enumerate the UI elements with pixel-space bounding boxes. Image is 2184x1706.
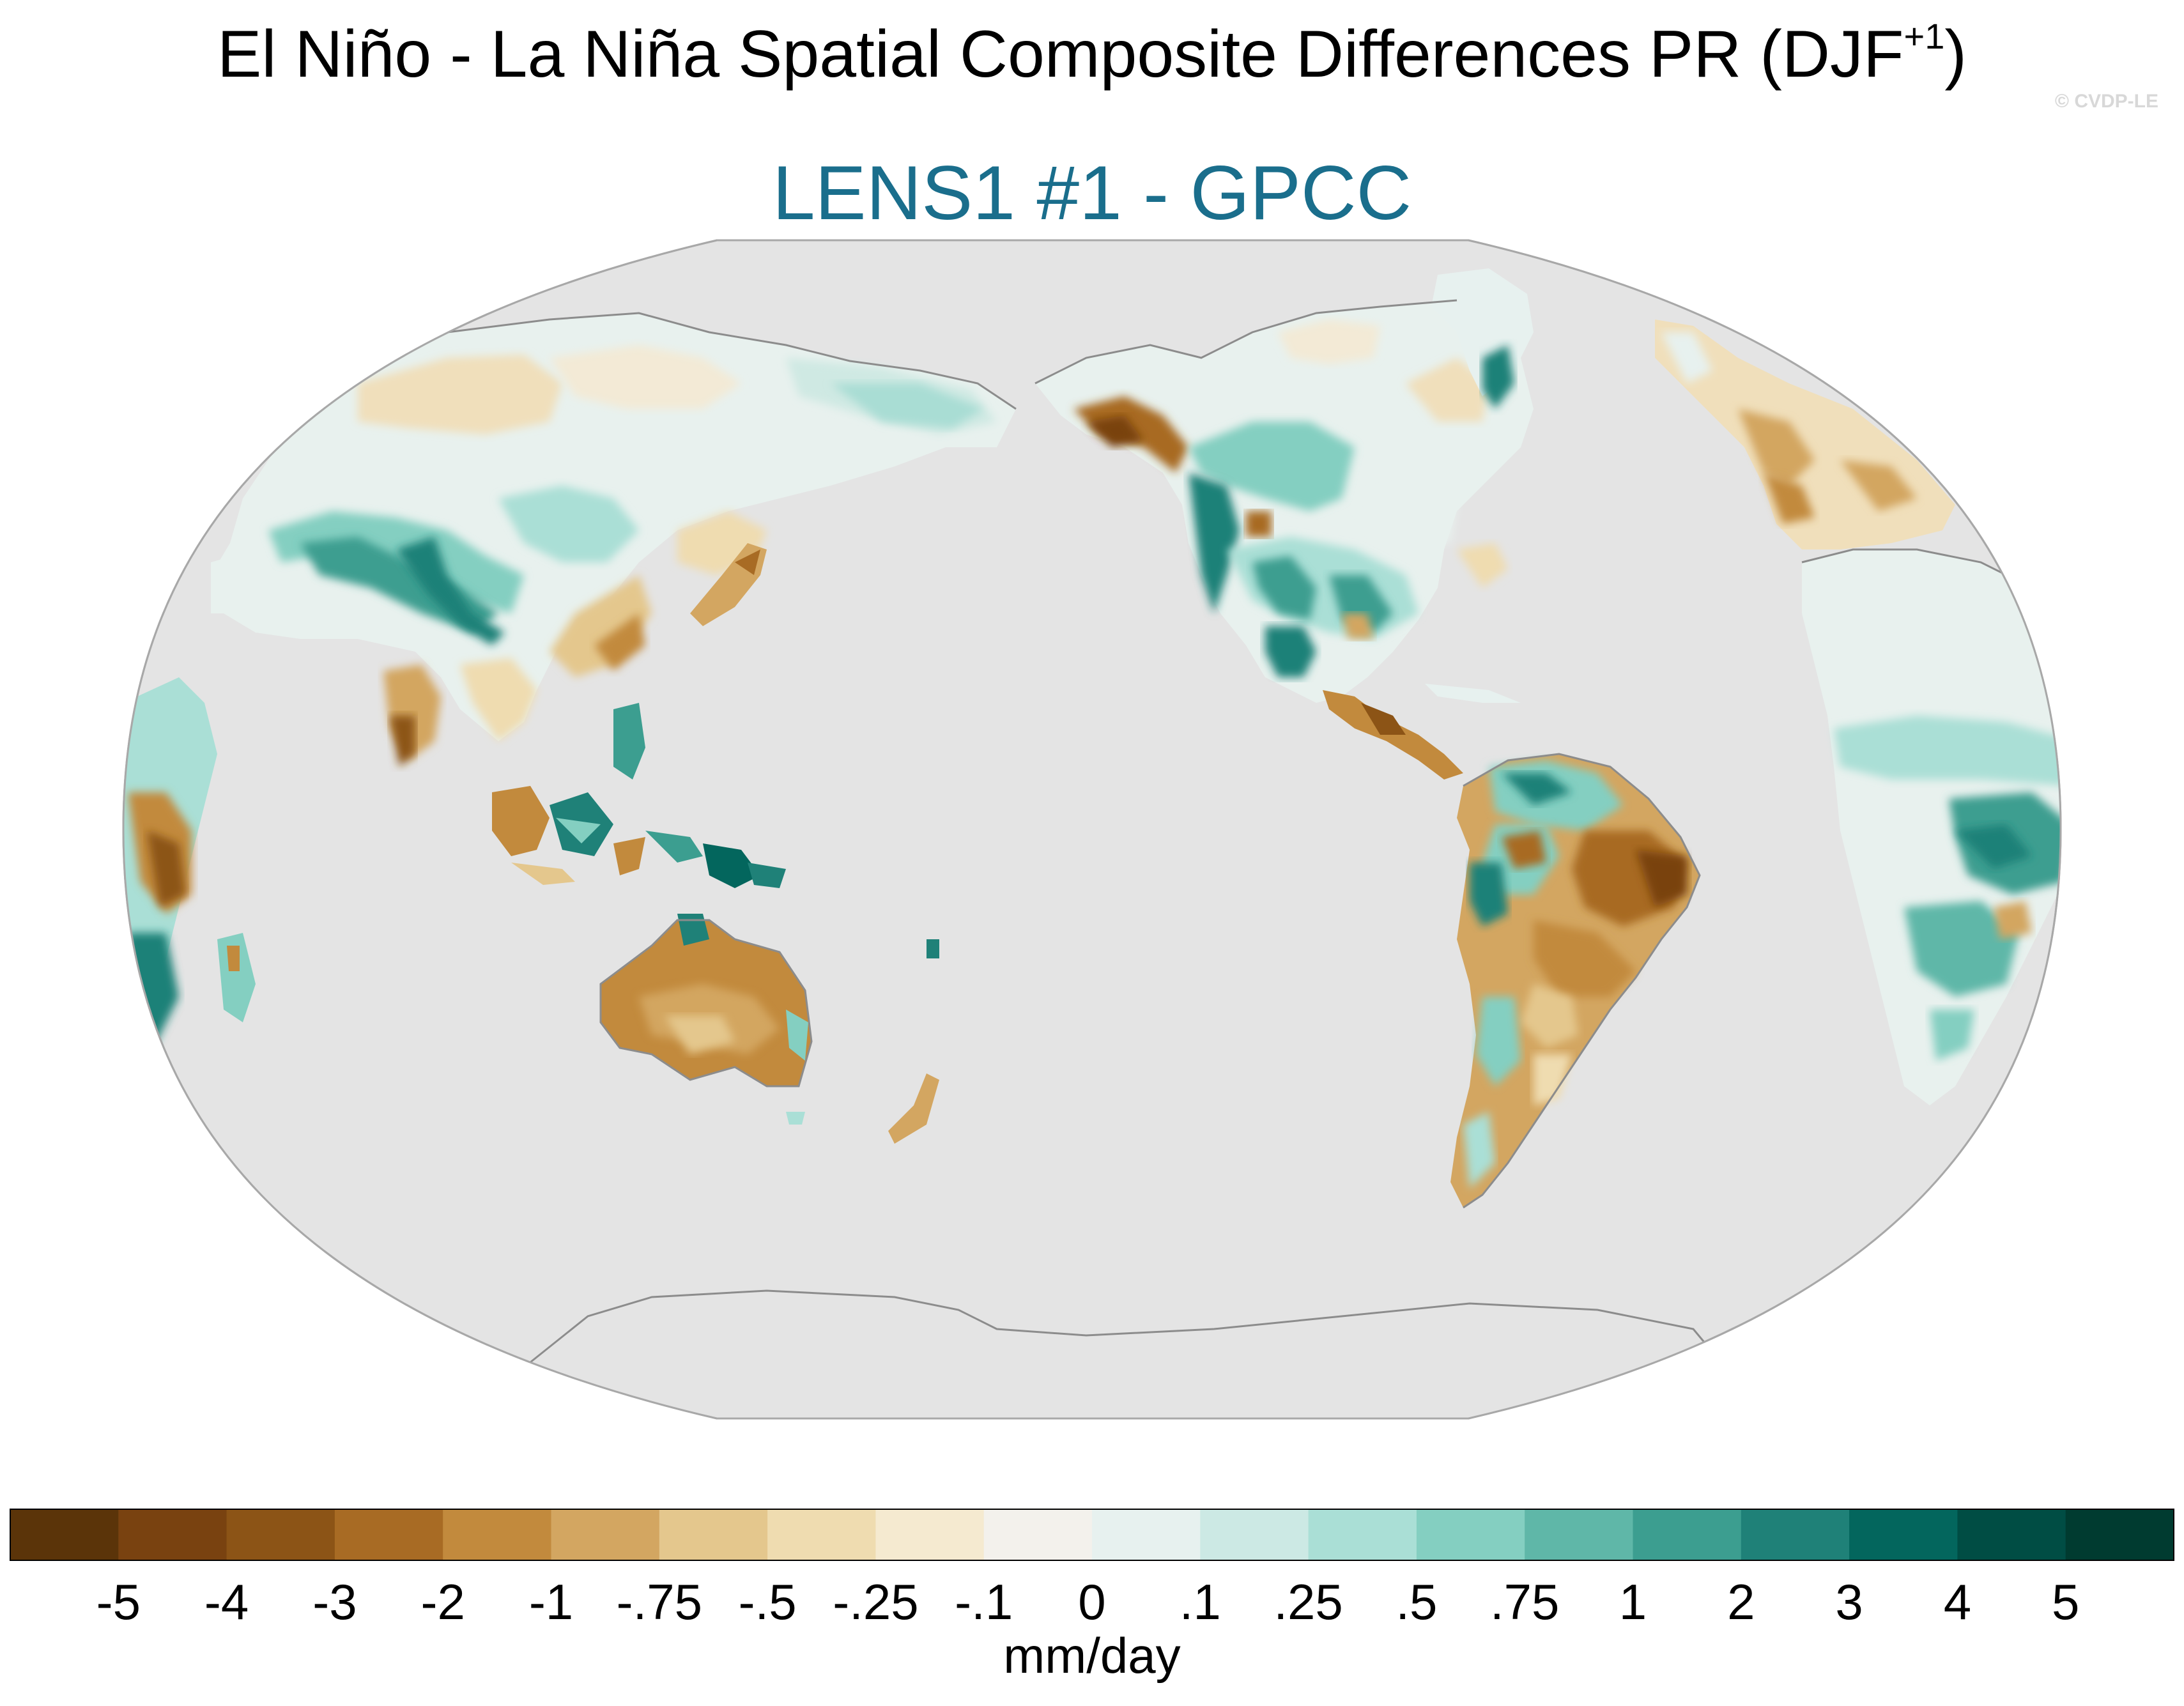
land-north-america (1035, 300, 1534, 703)
colorbar-swatch (1416, 1509, 1525, 1560)
land-japan (690, 543, 767, 626)
colorbar-swatch (10, 1509, 119, 1560)
colorbar-units: mm/day (1003, 1627, 1181, 1684)
colorbar-swatch (983, 1509, 1093, 1560)
colorbar-tick-label: -.1 (955, 1574, 1013, 1630)
colorbar-tick-label: -2 (421, 1574, 465, 1630)
colorbar-tick-label: 1 (1619, 1574, 1647, 1630)
colorbar-swatch (1957, 1509, 2066, 1560)
colorbar-swatch (1525, 1509, 1634, 1560)
colorbar-tick-label: 5 (2052, 1574, 2079, 1630)
colorbar-tick-label: .5 (1396, 1574, 1437, 1630)
land-eurasia (211, 313, 1016, 767)
colorbar-tick-label: 3 (1835, 1574, 1863, 1630)
colorbar-swatch (1200, 1509, 1309, 1560)
land-south-america (1450, 754, 1700, 1208)
title-superscript: +1 (1903, 16, 1945, 56)
colorbar-swatch (767, 1509, 876, 1560)
colorbar-outline (10, 1509, 2174, 1561)
colorbar-tick-label: -.25 (833, 1574, 918, 1630)
colorbar-tick-label: -1 (529, 1574, 573, 1630)
land-australia (601, 914, 811, 1125)
colorbar-swatch (1633, 1509, 1742, 1560)
colorbar-tick-label: -5 (96, 1574, 141, 1630)
land-africa (1802, 549, 2061, 1105)
colorbar-tick-label: -.5 (739, 1574, 797, 1630)
colorbar-swatch (875, 1509, 985, 1560)
figure-title: El Niño - La Niña Spatial Composite Diff… (0, 18, 2184, 91)
land-europe (1655, 319, 1955, 549)
colorbar-swatch (2065, 1509, 2174, 1560)
colorbar-swatch (1849, 1509, 1958, 1560)
colorbar-tick-label: -.75 (617, 1574, 702, 1630)
watermark: © CVDP-LE (2054, 91, 2158, 112)
colorbar-swatch (118, 1509, 227, 1560)
title-close: ) (1944, 17, 1967, 91)
colorbar-tick-label: 4 (1944, 1574, 1971, 1630)
colorbar-tick-label: -4 (204, 1574, 249, 1630)
colorbar-tick-label: 2 (1727, 1574, 1755, 1630)
colorbar-swatch (1741, 1509, 1850, 1560)
colorbar: -5 -4 -3 -2 -1 -.75 -.5 -.25 -.1 0 .1 .25 .5 .75 1 2 3 4 5 (10, 1509, 2174, 1630)
colorbar-swatch (551, 1509, 660, 1560)
land-africa-west-edge (123, 549, 268, 1048)
colorbar-tick-label: .75 (1490, 1574, 1559, 1630)
colorbar-tick-label: .1 (1180, 1574, 1221, 1630)
colorbar-tick-label: -3 (312, 1574, 357, 1630)
subtitle: LENS1 #1 - GPCC (772, 150, 1412, 236)
colorbar-tick-label: 0 (1078, 1574, 1105, 1630)
globe-outline (122, 239, 2062, 1420)
colorbar-swatch (443, 1509, 552, 1560)
colorbar-swatch (334, 1509, 443, 1560)
land-maritime-continent (492, 703, 939, 958)
land-central-america (1323, 684, 1521, 780)
colorbar-swatch (226, 1509, 335, 1560)
land-new-zealand (888, 1073, 939, 1144)
colorbar-tick-label: .25 (1273, 1574, 1342, 1630)
colorbar-swatch (1308, 1509, 1417, 1560)
title-text: El Niño - La Niña Spatial Composite Diff… (217, 17, 1904, 91)
colorbar-swatch (659, 1509, 768, 1560)
colorbar-swatch (1092, 1509, 1201, 1560)
